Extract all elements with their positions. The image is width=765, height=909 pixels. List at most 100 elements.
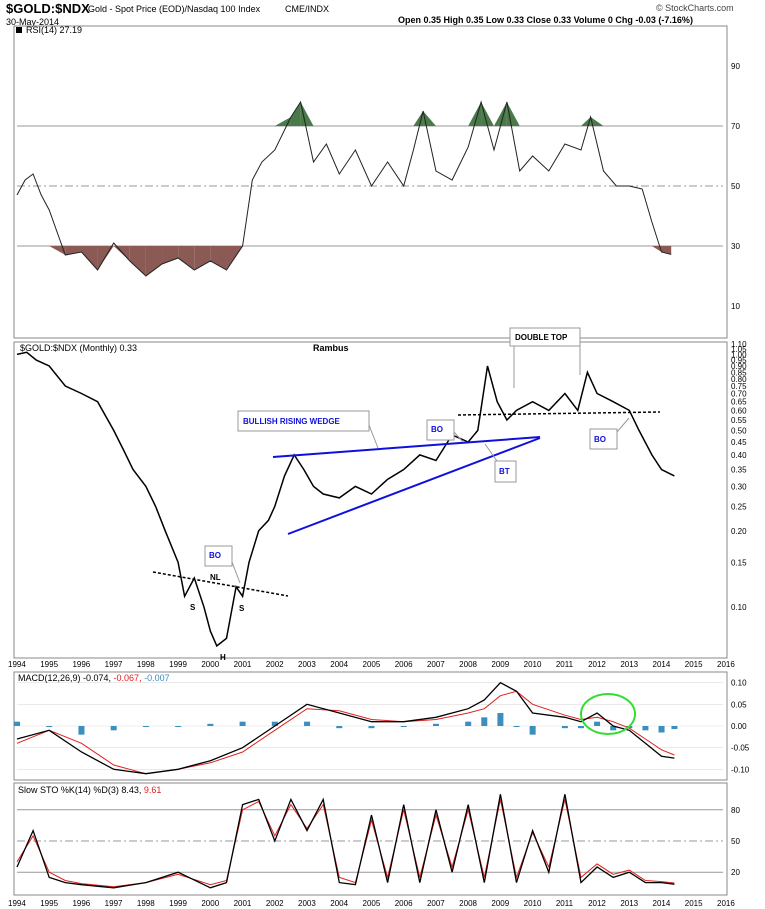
- panel-titles: RSI(14) 27.19 $GOLD:$NDX (Monthly) 0.33 …: [16, 25, 349, 795]
- price-xtick-1997: 1997: [105, 660, 123, 669]
- macd-hist-bar-25: [658, 726, 665, 733]
- callout-bo-2-pointer: [453, 431, 464, 443]
- sto-d-line: [16, 799, 675, 888]
- brand-watermark: © StockCharts.com: [656, 3, 734, 13]
- macd-hist-bar-24: [642, 726, 649, 731]
- macd-ytick-3: 0.05: [731, 700, 747, 709]
- callout-bt-pointer: [484, 443, 498, 462]
- callout-bt: BT: [499, 467, 510, 476]
- price-panel-frame: [13, 341, 728, 659]
- price-ytick-16: 0.90: [731, 362, 747, 371]
- callout-wedge-pointer: [368, 424, 379, 449]
- price-xtick-2012: 2012: [588, 660, 606, 669]
- macd-hist-bar-3: [110, 726, 117, 731]
- rsi-overbought-fill-30: [423, 111, 436, 126]
- macd-hist-bar-18: [529, 726, 536, 735]
- macd-hist-bar-10: [336, 726, 343, 729]
- price-xtick-2011: 2011: [556, 660, 574, 669]
- axis-ticks: 10 30 50 70 90 0.10 0.15 0.20 0.25 0.30 0.35 0.40 0.…: [8, 62, 750, 908]
- price-xtick-2016: 2016: [717, 660, 735, 669]
- sto-xtick-2004: 2004: [330, 899, 348, 908]
- rsi-oversold-fill-14: [210, 246, 227, 270]
- price-annotations: BO NL S S H BULLISH RISING WEDGE BO BT D…: [152, 327, 661, 735]
- macd-hist-bar-19: [561, 726, 568, 729]
- macd-hist-bar-6: [207, 723, 214, 726]
- symbol-description: Gold - Spot Price (EOD)/Nasdaq 100 Index: [88, 4, 261, 14]
- price-ytick-10: 0.60: [731, 406, 747, 415]
- macd-hist-bar-12: [400, 726, 407, 727]
- price-xtick-2014: 2014: [653, 660, 671, 669]
- price-ytick-18: 1.00: [731, 350, 747, 359]
- rsi-oversold-fill-12: [178, 246, 195, 270]
- callout-bo-1: BO: [209, 551, 221, 560]
- price-xtick-2000: 2000: [201, 660, 219, 669]
- rsi-overbought-fill-35: [493, 102, 507, 126]
- rsi-overbought-fill-34: [481, 102, 494, 126]
- sto-xtick-2011: 2011: [556, 899, 574, 908]
- macd-title-hist: -0.007: [142, 673, 170, 683]
- sto-xtick-2002: 2002: [266, 899, 284, 908]
- callout-bo-1-pointer: [231, 561, 241, 584]
- sto-xtick-1998: 1998: [137, 899, 155, 908]
- price-xtick-2007: 2007: [427, 660, 445, 669]
- rsi-line: [16, 100, 672, 277]
- callout-bo-3-pointer: [616, 417, 630, 433]
- macd-histogram: [14, 713, 678, 735]
- price-ytick-9: 0.55: [731, 416, 747, 425]
- price-ytick-11: 0.65: [731, 398, 747, 407]
- label-s-right: S: [239, 604, 245, 613]
- price-ytick-15: 0.85: [731, 368, 747, 377]
- rsi-oversold-fill-10: [145, 246, 163, 276]
- rsi-ytick-2: 50: [731, 182, 740, 191]
- symbol-title: $GOLD:$NDX: [6, 1, 90, 16]
- callout-bt-box: [494, 460, 517, 483]
- callout-bo-1-box: [204, 545, 233, 567]
- macd-ytick-4: 0.10: [731, 679, 747, 688]
- price-xtick-2008: 2008: [459, 660, 477, 669]
- price-xtick-2013: 2013: [620, 660, 638, 669]
- macd-hist-bar-15: [481, 717, 488, 726]
- callout-bo-3: BO: [594, 435, 606, 444]
- callout-double-top: DOUBLE TOP: [515, 333, 568, 342]
- sto-xtick-2007: 2007: [427, 899, 445, 908]
- rsi-oversold-fill-47: [651, 246, 662, 252]
- macd-ytick-1: -0.05: [731, 744, 750, 753]
- sto-xtick-2016: 2016: [717, 899, 735, 908]
- rsi-overbought-fill-20: [290, 102, 301, 126]
- sto-xtick-2005: 2005: [363, 899, 381, 908]
- price-ytick-14: 0.80: [731, 375, 747, 384]
- sto-xtick-1994: 1994: [8, 899, 26, 908]
- price-xtick-1995: 1995: [40, 660, 58, 669]
- price-title: $GOLD:$NDX (Monthly) 0.33: [20, 343, 137, 353]
- sto-xtick-1996: 1996: [72, 899, 90, 908]
- price-ytick-1: 0.15: [731, 558, 747, 567]
- sto-title: Slow STO %K(14) %D(3) 8.43, 9.61: [18, 785, 161, 795]
- callout-bo-2-box: [426, 419, 455, 441]
- callout-bo-3-box: [589, 428, 618, 450]
- macd-hist-bar-5: [175, 726, 182, 727]
- sto-ytick-0: 20: [731, 868, 740, 877]
- macd-hist-bar-7: [239, 721, 246, 726]
- rsi-ytick-4: 90: [731, 62, 740, 71]
- macd-hist-bar-11: [368, 726, 375, 729]
- macd-hist-bar-8: [271, 721, 278, 726]
- rsi-overbought-fill-19: [274, 117, 291, 126]
- sto-xtick-2003: 2003: [298, 899, 316, 908]
- sto-xtick-2013: 2013: [620, 899, 638, 908]
- price-ytick-6: 0.40: [731, 451, 747, 460]
- rsi-ytick-1: 30: [731, 242, 740, 251]
- rsi-fills: [49, 102, 672, 276]
- sto-panel-frame: [13, 782, 728, 896]
- price-xtick-2002: 2002: [266, 660, 284, 669]
- price-ytick-7: 0.45: [731, 438, 747, 447]
- macd-hist-bar-13: [432, 723, 439, 726]
- price-xtick-2006: 2006: [395, 660, 413, 669]
- price-ytick-12: 0.70: [731, 390, 747, 399]
- rsi-overbought-fill-42: [590, 117, 604, 126]
- price-ytick-13: 0.75: [731, 382, 747, 391]
- price-ytick-5: 0.35: [731, 465, 747, 474]
- sto-title-d: 9.61: [141, 785, 161, 795]
- price-xtick-1996: 1996: [72, 660, 90, 669]
- callout-wedge: BULLISH RISING WEDGE: [243, 417, 341, 426]
- sto-xtick-2010: 2010: [524, 899, 542, 908]
